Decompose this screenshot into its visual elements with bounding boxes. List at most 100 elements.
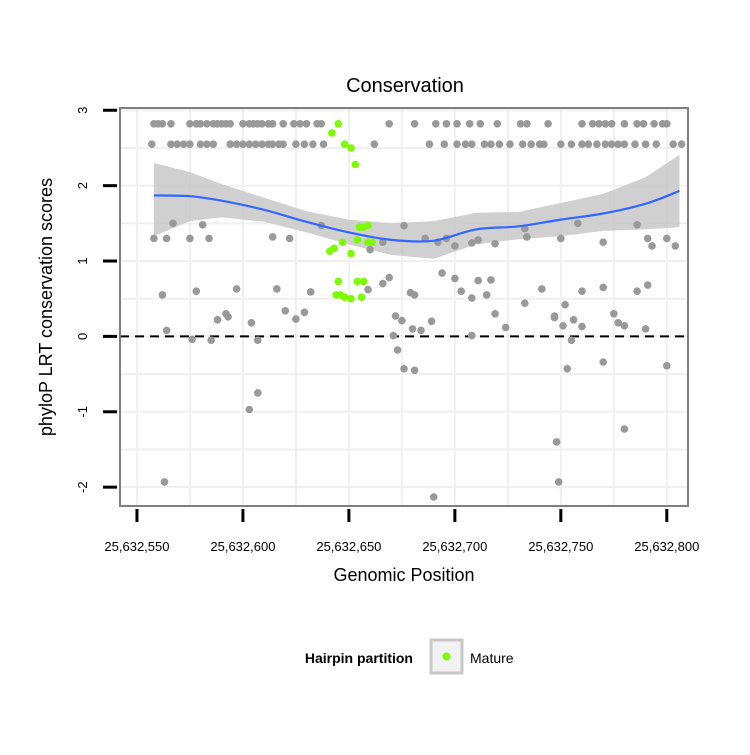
score-point	[290, 120, 298, 128]
score-point	[671, 242, 680, 250]
score-point	[527, 140, 535, 148]
score-point	[268, 233, 277, 241]
score-point	[487, 276, 495, 284]
confidence-ribbon-area	[153, 154, 680, 259]
score-point	[631, 140, 639, 148]
score-point	[158, 120, 167, 128]
legend-title: Hairpin partition	[305, 650, 413, 666]
score-point	[563, 365, 571, 373]
score-point	[643, 234, 652, 243]
score-point	[245, 140, 254, 148]
score-point	[162, 326, 171, 335]
legend-label-mature: Mature	[470, 650, 514, 666]
score-point	[633, 287, 641, 296]
score-point	[567, 140, 576, 148]
score-point	[599, 358, 607, 366]
score-point	[253, 336, 262, 345]
score-point	[398, 316, 406, 325]
mature-point	[347, 144, 355, 152]
score-point	[239, 140, 247, 148]
score-point	[239, 120, 247, 128]
score-point	[468, 239, 476, 247]
score-point	[544, 120, 552, 128]
score-point	[451, 274, 459, 283]
score-point	[196, 140, 205, 148]
score-point	[391, 312, 400, 320]
score-point	[578, 287, 586, 296]
y-tick-label: 3	[75, 107, 90, 114]
score-point	[557, 234, 565, 243]
score-point	[474, 236, 483, 244]
score-point	[523, 233, 531, 241]
score-point	[595, 120, 603, 128]
confidence-ribbon	[153, 154, 680, 259]
legend-key-mature-swatch	[442, 652, 451, 661]
score-point	[302, 120, 311, 128]
score-point	[417, 326, 425, 335]
chart-title: Conservation	[346, 75, 464, 97]
score-point	[258, 120, 266, 128]
score-point	[232, 140, 241, 148]
y-tick-label: 1	[75, 257, 90, 264]
score-point	[292, 315, 300, 323]
x-tick-label: 25,632,550	[104, 539, 169, 554]
score-point	[160, 478, 169, 486]
score-point	[643, 281, 652, 289]
score-point	[491, 310, 499, 318]
score-point	[465, 120, 474, 128]
mature-point	[351, 160, 360, 169]
score-point	[179, 140, 188, 148]
score-point	[279, 120, 288, 128]
score-point	[207, 336, 215, 345]
score-point	[410, 120, 419, 128]
score-point	[385, 273, 394, 282]
score-point	[620, 140, 629, 148]
score-point	[648, 242, 656, 250]
score-point	[281, 307, 290, 315]
x-tick-label: 25,632,750	[528, 539, 593, 554]
mature-point	[328, 129, 336, 137]
score-point	[476, 120, 485, 128]
mature-point	[340, 293, 349, 302]
score-point	[620, 322, 629, 330]
score-point	[425, 140, 434, 148]
mature-point	[334, 120, 343, 128]
score-point	[641, 325, 650, 333]
score-point	[162, 234, 171, 243]
score-point	[226, 140, 234, 148]
score-point	[633, 221, 641, 229]
panel-border	[119, 107, 689, 507]
score-point	[538, 285, 546, 293]
score-point	[196, 120, 205, 128]
score-point	[317, 120, 326, 128]
score-point	[554, 478, 563, 486]
legend: Hairpin partition Mature	[305, 638, 514, 675]
score-point	[273, 285, 281, 293]
score-point	[209, 140, 218, 148]
score-point	[561, 300, 569, 309]
score-point	[669, 140, 677, 148]
score-point	[364, 285, 372, 294]
score-point	[569, 316, 578, 324]
score-point	[173, 140, 181, 148]
score-point	[482, 291, 491, 299]
y-tick-label: -2	[75, 481, 90, 493]
score-point	[385, 120, 394, 128]
score-point	[557, 140, 565, 148]
score-point	[453, 140, 461, 148]
score-point	[567, 336, 576, 345]
mature-point	[357, 293, 366, 302]
score-point	[285, 234, 294, 243]
y-axis-label: phyloP LRT conservation scores	[36, 178, 56, 436]
score-point	[205, 234, 213, 243]
score-point	[198, 221, 207, 229]
score-point	[400, 365, 408, 373]
score-point	[501, 323, 510, 332]
score-point	[213, 316, 222, 324]
score-point	[493, 120, 502, 128]
x-tick-label: 25,632,650	[316, 539, 381, 554]
mature-point	[338, 238, 347, 246]
data-points	[148, 120, 686, 501]
score-point	[389, 331, 398, 340]
score-point	[578, 140, 586, 148]
